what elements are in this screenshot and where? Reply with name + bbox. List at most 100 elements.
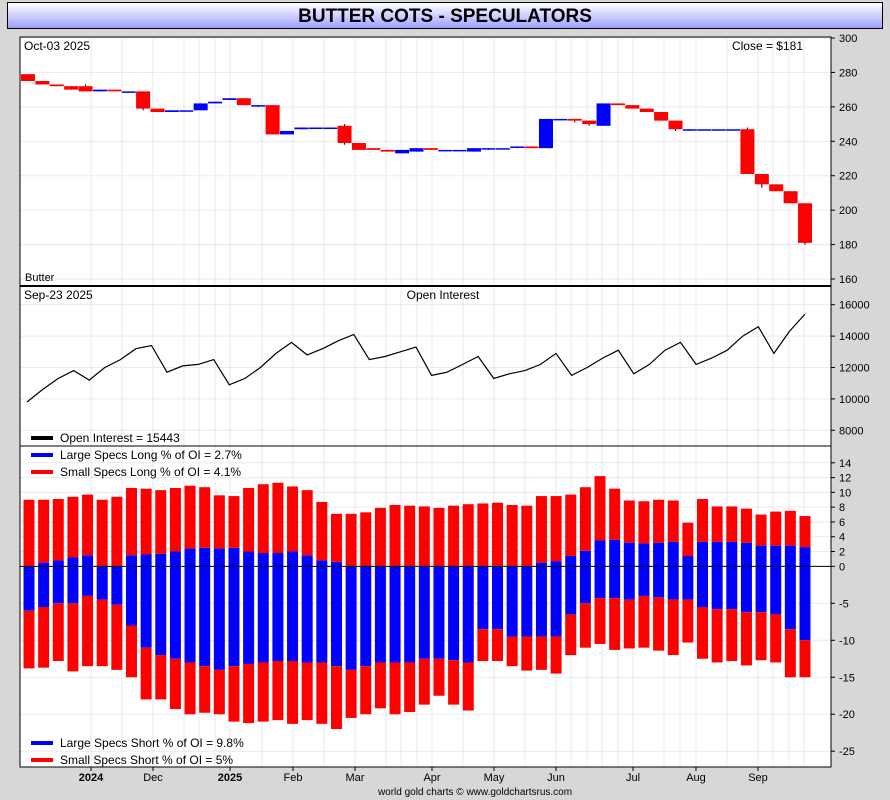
bar-large-short (111, 566, 123, 605)
price-y-tick-label: 180 (839, 240, 857, 252)
specs-y-tick-label: 10 (839, 487, 851, 499)
bar-small-short (38, 607, 50, 668)
x-tick-label: Jul (626, 772, 640, 784)
bar-small-long (228, 496, 240, 548)
candle-body (121, 91, 136, 93)
specs-y-tick-label: 2 (839, 547, 845, 559)
x-tick-label: Apr (423, 772, 440, 784)
bar-large-short (257, 566, 269, 663)
specs-y-tick-label: 6 (839, 517, 845, 529)
bar-large-long (169, 551, 181, 567)
specs-y-tick-label: 8 (839, 502, 845, 514)
bar-small-short (155, 655, 167, 700)
bar-small-short (653, 597, 665, 651)
specs-y-tick-label: 12 (839, 473, 851, 485)
oi-y-tick-label: 12000 (839, 363, 870, 375)
bar-large-long (125, 555, 137, 567)
bar-large-short (770, 566, 782, 615)
oi-legend-swatch (31, 436, 53, 440)
bar-small-short (360, 666, 372, 715)
bar-small-long (711, 506, 723, 542)
candle-body (452, 149, 467, 152)
oi-panel-title: Open Interest (407, 288, 480, 302)
bar-small-short (125, 625, 137, 678)
bar-small-long (111, 496, 123, 567)
legend-small-short: Small Specs Short % of OI = 5% (60, 753, 233, 767)
candle-body (798, 203, 812, 243)
bar-large-long (740, 542, 752, 567)
bar-small-short (301, 662, 313, 721)
bar-large-long (770, 545, 782, 567)
bar-large-long (199, 547, 211, 567)
candle-body (524, 146, 539, 149)
bar-large-short (272, 566, 284, 661)
bar-small-short (667, 599, 679, 656)
bar-large-short (184, 566, 196, 663)
bar-large-short (492, 566, 504, 630)
bar-large-short (169, 566, 181, 659)
candle-body (107, 89, 122, 92)
bar-small-long (199, 487, 211, 548)
bar-small-short (23, 610, 35, 669)
bar-large-short (609, 566, 621, 599)
x-tick-label: 2024 (79, 772, 104, 784)
legend-swatch-large-long (31, 453, 53, 457)
candle-body (366, 148, 381, 150)
bar-small-long (360, 512, 372, 567)
bar-large-long (594, 540, 606, 567)
bar-large-short (199, 566, 211, 667)
candle-body (582, 120, 597, 125)
bar-small-short (82, 595, 94, 667)
bar-small-short (492, 629, 504, 661)
oi-y-tick-label: 16000 (839, 300, 870, 312)
candle-body (654, 112, 669, 121)
candle-body (438, 149, 453, 152)
candle-body (179, 110, 194, 112)
bar-large-long (228, 547, 240, 567)
legend-swatch-small-long (31, 470, 53, 474)
candle-body (21, 74, 35, 82)
bar-small-short (67, 603, 79, 672)
bar-small-short (389, 662, 401, 715)
bar-large-short (477, 566, 489, 630)
bar-small-short (96, 599, 108, 667)
oi-y-tick-label: 14000 (839, 331, 870, 343)
oi-date-label: Sep-23 2025 (24, 288, 93, 302)
bar-small-long (330, 513, 342, 562)
bar-large-long (316, 560, 328, 567)
bar-small-short (316, 662, 328, 724)
bar-small-short (726, 609, 738, 661)
bar-large-long (140, 554, 152, 567)
candle-body (164, 110, 179, 113)
bar-small-long (477, 503, 489, 567)
x-tick-label: Sep (748, 772, 768, 784)
candle-body (510, 146, 525, 148)
bar-small-short (243, 663, 255, 724)
bar-small-long (521, 505, 533, 567)
x-tick-label: May (484, 772, 505, 784)
candle-body (625, 105, 640, 109)
bar-large-short (550, 566, 562, 637)
bar-small-short (448, 660, 460, 705)
bar-small-short (184, 662, 196, 715)
candle-body (251, 105, 266, 107)
bar-large-long (697, 541, 709, 567)
bar-large-short (521, 566, 533, 637)
bar-small-short (609, 598, 621, 650)
bar-large-long (38, 562, 50, 567)
bar-small-long (697, 499, 709, 542)
bar-large-short (433, 566, 445, 659)
bar-large-short (316, 566, 328, 663)
bar-large-short (418, 566, 430, 659)
bar-small-long (125, 487, 137, 556)
bar-small-long (726, 506, 738, 542)
candle-body (193, 103, 208, 111)
bar-large-short (23, 566, 35, 611)
candle-body (150, 108, 165, 113)
bar-large-short (462, 566, 474, 663)
specs-y-tick-label: 0 (839, 561, 845, 573)
bar-large-short (140, 566, 152, 648)
specs-panel (20, 476, 831, 730)
bar-large-long (623, 542, 635, 567)
